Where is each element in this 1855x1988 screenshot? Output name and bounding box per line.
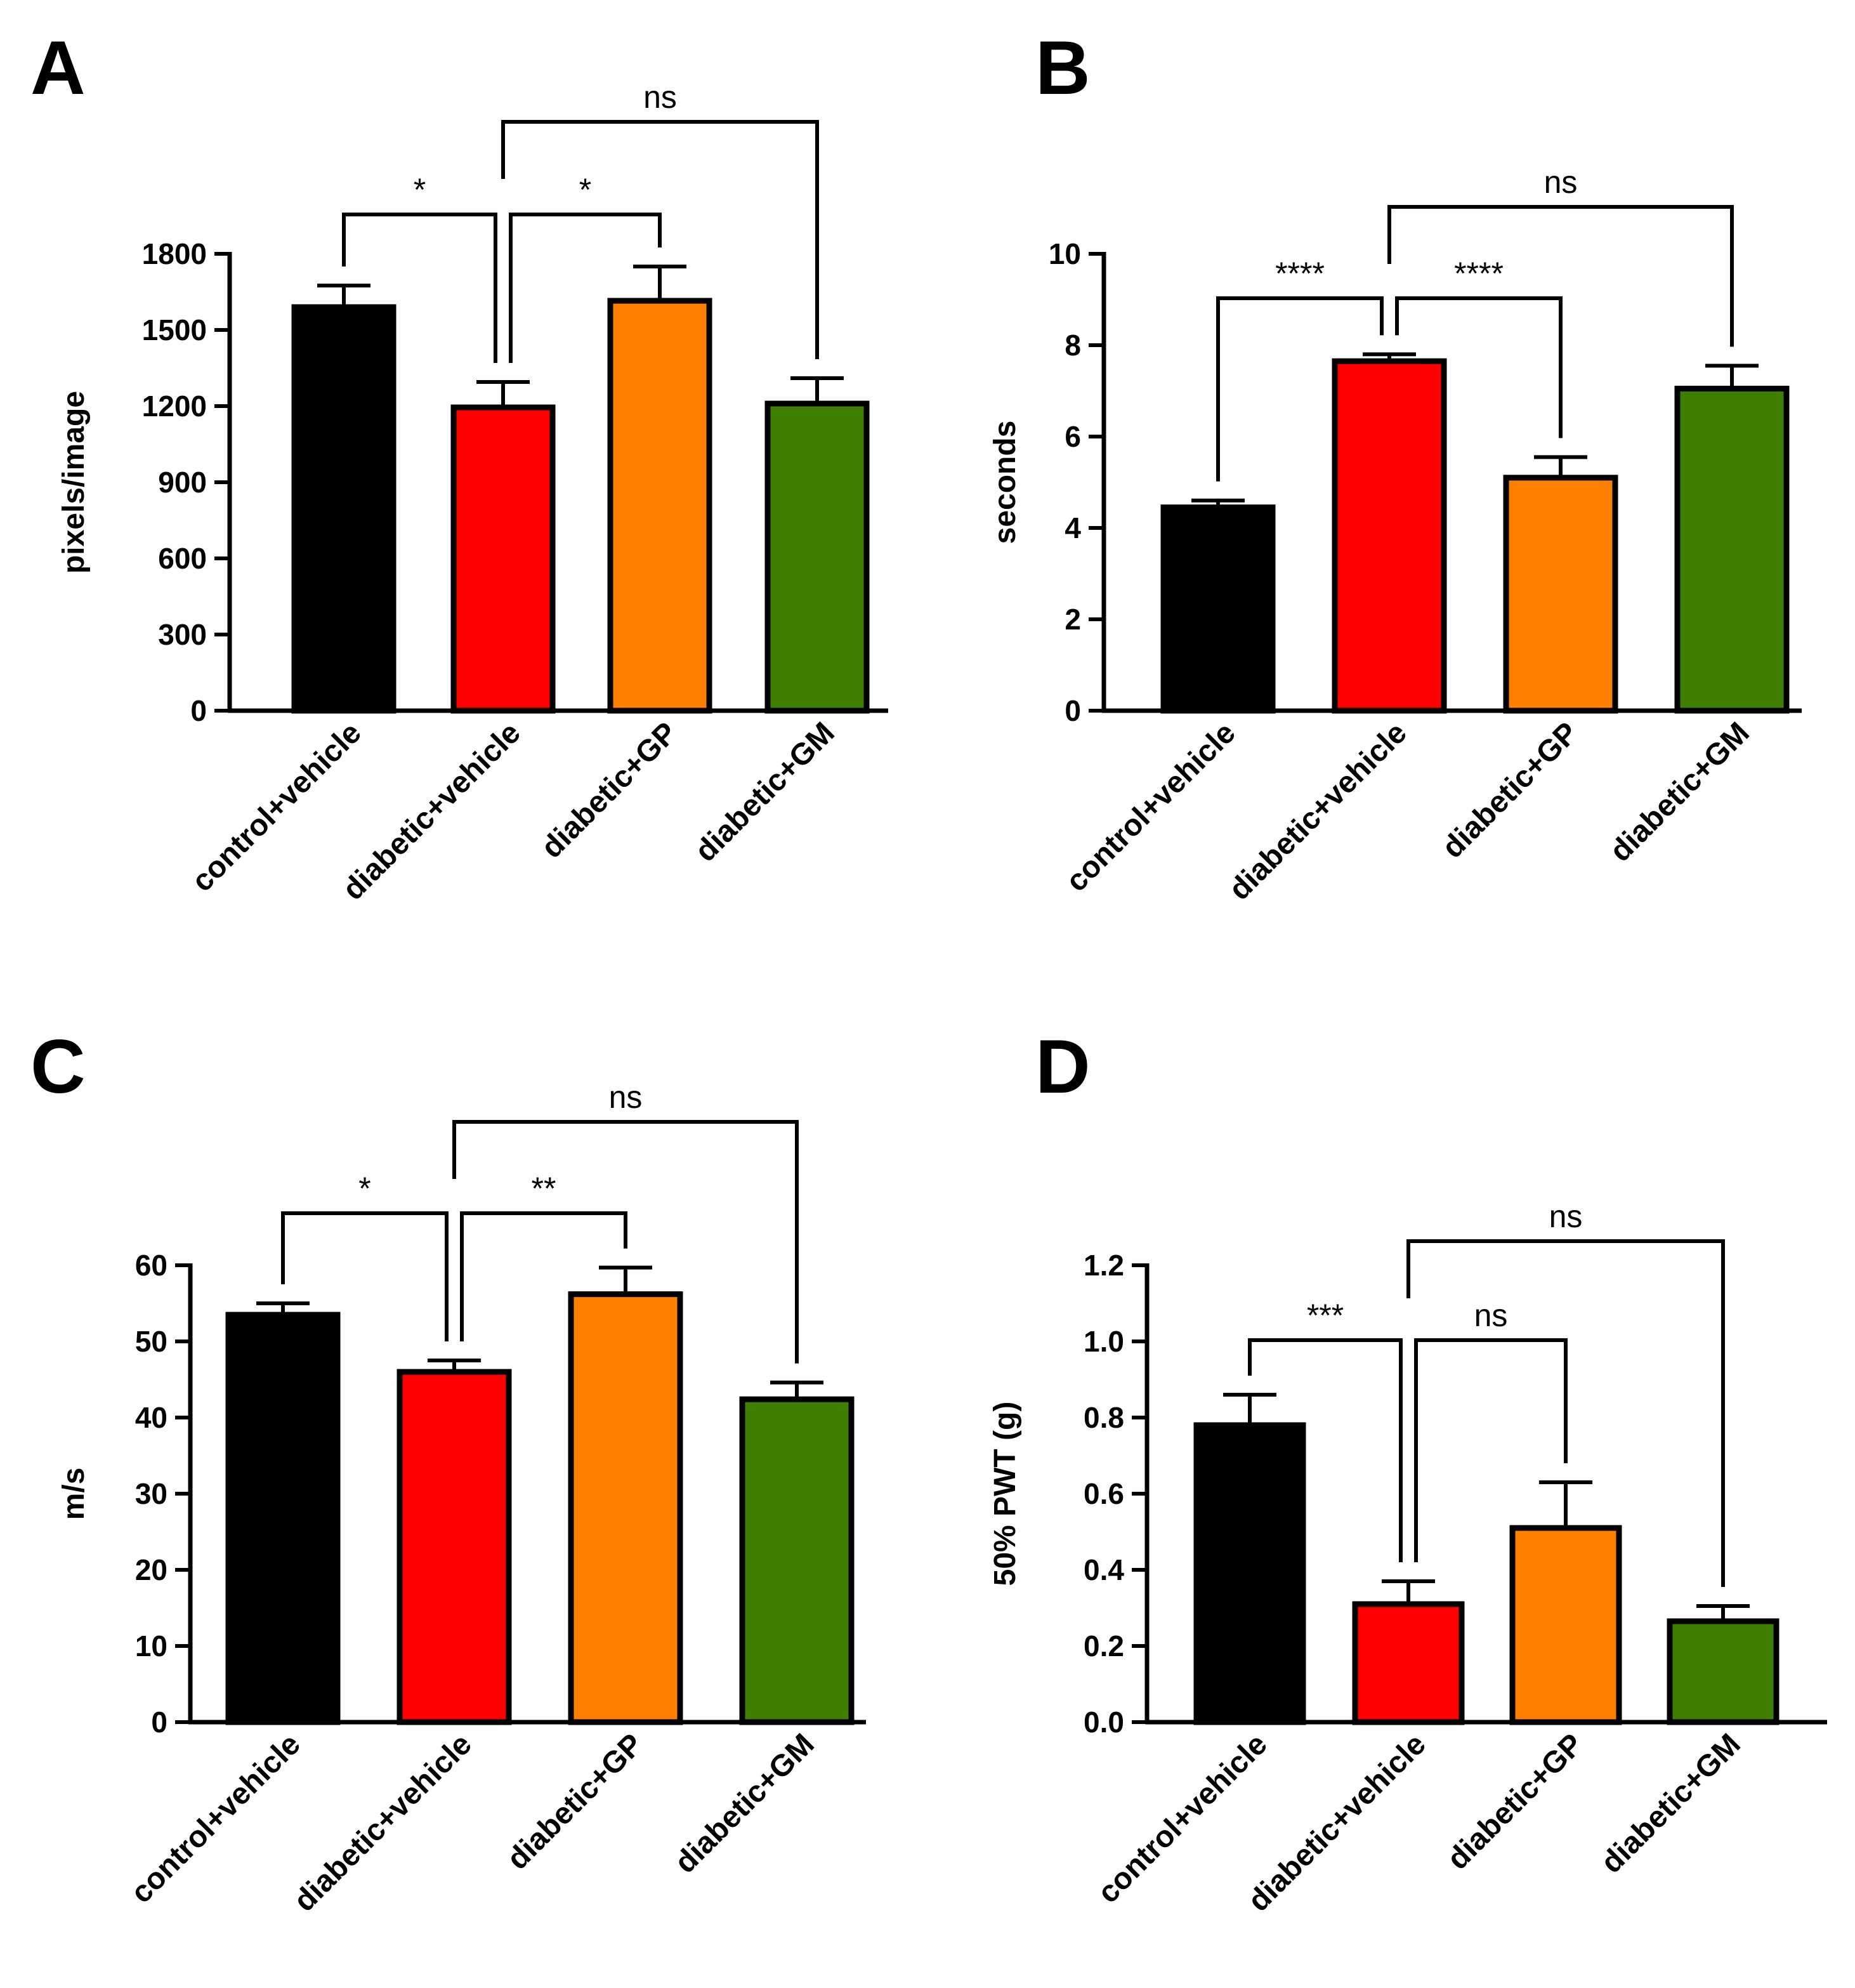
significance-bracket xyxy=(460,1211,627,1341)
x-category-label: diabetic+vehicle xyxy=(336,716,527,907)
significance-label: **** xyxy=(1454,256,1504,291)
bar-control-vehicle xyxy=(1160,504,1276,714)
significance-bracket xyxy=(1216,296,1384,482)
y-tick-label: 1500 xyxy=(142,313,207,346)
x-category-label: diabetic+GP xyxy=(501,1727,650,1876)
significance-label: ns xyxy=(609,1079,643,1115)
y-tick-label: 60 xyxy=(135,1249,167,1282)
y-tick-label: 30 xyxy=(135,1477,167,1510)
significance-bracket xyxy=(342,213,497,363)
significance-label: ns xyxy=(1474,1298,1508,1333)
y-tick-label: 0 xyxy=(190,694,207,727)
significance-label: * xyxy=(579,172,591,207)
bar-diabetic-vehicle xyxy=(1352,1601,1465,1725)
bar-diabetic-vehicle xyxy=(397,1369,512,1725)
y-tick-label: 1800 xyxy=(142,237,207,270)
y-tick-label: 4 xyxy=(1065,511,1081,544)
bar-diabetic-gp xyxy=(1509,1525,1622,1725)
y-tick-label: 20 xyxy=(135,1553,167,1586)
y-tick-label: 300 xyxy=(158,618,207,651)
y-tick-label: 0 xyxy=(151,1706,167,1739)
y-tick-label: 40 xyxy=(135,1401,167,1434)
y-tick-label: 0 xyxy=(1065,694,1081,727)
y-axis-label: m/s xyxy=(57,1468,91,1520)
significance-bracket xyxy=(501,120,819,359)
bar-diabetic-gp xyxy=(607,298,712,714)
x-category-label: diabetic+GM xyxy=(689,716,841,868)
x-category-label: diabetic+vehicle xyxy=(1242,1727,1432,1918)
bar-diabetic-gp xyxy=(1503,475,1618,714)
panel-letter: C xyxy=(30,1024,86,1109)
y-tick-label: 0.2 xyxy=(1084,1629,1124,1662)
y-tick-label: 0.4 xyxy=(1084,1553,1124,1586)
bar-control-vehicle xyxy=(291,304,397,714)
y-tick-label: 0.8 xyxy=(1084,1401,1124,1434)
significance-bracket xyxy=(1387,205,1734,347)
x-category-label: diabetic+GM xyxy=(1595,1727,1747,1879)
x-category-label: control+vehicle xyxy=(1091,1727,1273,1909)
y-axis-label: pixels/image xyxy=(57,391,91,574)
x-category-label: diabetic+vehicle xyxy=(1222,716,1413,907)
chart-panel-b: B 0 2 4 6 8 10 seconds control+vehiclediabetic+v… xyxy=(988,25,1802,907)
chart-panel-a: A 0 300 600 900 1200 1500 1800 pixels/image contr… xyxy=(30,25,888,907)
bar-diabetic-gm xyxy=(1674,385,1790,714)
bar-diabetic-gm xyxy=(739,1396,855,1725)
bar-diabetic-gp xyxy=(568,1291,683,1725)
x-category-label: control+vehicle xyxy=(185,716,367,898)
significance-label: ** xyxy=(532,1171,556,1206)
significance-label: * xyxy=(414,172,426,207)
significance-bracket xyxy=(509,213,662,363)
bar-control-vehicle xyxy=(1193,1422,1306,1725)
x-category-label: diabetic+vehicle xyxy=(287,1727,478,1918)
significance-bracket xyxy=(1406,1239,1725,1587)
significance-label: * xyxy=(358,1171,370,1206)
bar-diabetic-vehicle xyxy=(450,404,556,714)
y-axis-label: 50% PWT (g) xyxy=(988,1402,1022,1586)
significance-bracket xyxy=(1248,1338,1403,1562)
chart-panel-d: D 0.0 0.2 0.4 0.6 0.8 1.0 1.2 50% PWT (g) control… xyxy=(988,1024,1827,1918)
y-tick-label: 600 xyxy=(158,542,207,575)
bar-diabetic-vehicle xyxy=(1332,358,1447,714)
significance-bracket xyxy=(1395,296,1563,438)
x-category-label: diabetic+GP xyxy=(1441,1727,1590,1876)
bar-control-vehicle xyxy=(225,1312,341,1725)
significance-label: **** xyxy=(1275,256,1325,291)
y-tick-label: 8 xyxy=(1065,329,1081,362)
significance-bracket xyxy=(281,1211,449,1341)
y-tick-label: 10 xyxy=(135,1629,167,1662)
significance-label: *** xyxy=(1307,1298,1344,1333)
y-tick-label: 2 xyxy=(1065,603,1081,636)
significance-bracket xyxy=(1414,1338,1568,1562)
chart-panel-c: C0102030405060m/scontrol+vehiclediabetic… xyxy=(30,1024,866,1918)
y-tick-label: 1.2 xyxy=(1084,1249,1124,1282)
y-tick-label: 1.0 xyxy=(1084,1325,1124,1358)
y-tick-label: 10 xyxy=(1049,237,1081,270)
x-category-label: diabetic+GM xyxy=(1604,716,1756,868)
significance-label: ns xyxy=(1549,1199,1583,1234)
panel-letter: B xyxy=(1035,25,1091,110)
y-tick-label: 6 xyxy=(1065,420,1081,453)
y-tick-label: 0.0 xyxy=(1084,1706,1124,1739)
significance-label: ns xyxy=(643,79,677,115)
panel-letter: D xyxy=(1035,1024,1091,1109)
y-axis-label: seconds xyxy=(988,421,1022,544)
y-tick-label: 1200 xyxy=(142,390,207,423)
x-category-label: diabetic+GM xyxy=(669,1727,821,1879)
panel-letter: A xyxy=(30,25,86,110)
y-tick-label: 0.6 xyxy=(1084,1477,1124,1510)
x-category-label: control+vehicle xyxy=(1059,716,1242,898)
x-category-label: diabetic+GP xyxy=(535,716,684,865)
x-category-label: diabetic+GP xyxy=(1436,716,1585,865)
significance-label: ns xyxy=(1544,164,1578,200)
x-category-label: control+vehicle xyxy=(124,1727,306,1909)
y-tick-label: 50 xyxy=(135,1325,167,1358)
bar-diabetic-gm xyxy=(1667,1618,1780,1725)
y-tick-label: 900 xyxy=(158,466,207,499)
bar-diabetic-gm xyxy=(764,400,870,714)
significance-bracket xyxy=(452,1120,799,1364)
